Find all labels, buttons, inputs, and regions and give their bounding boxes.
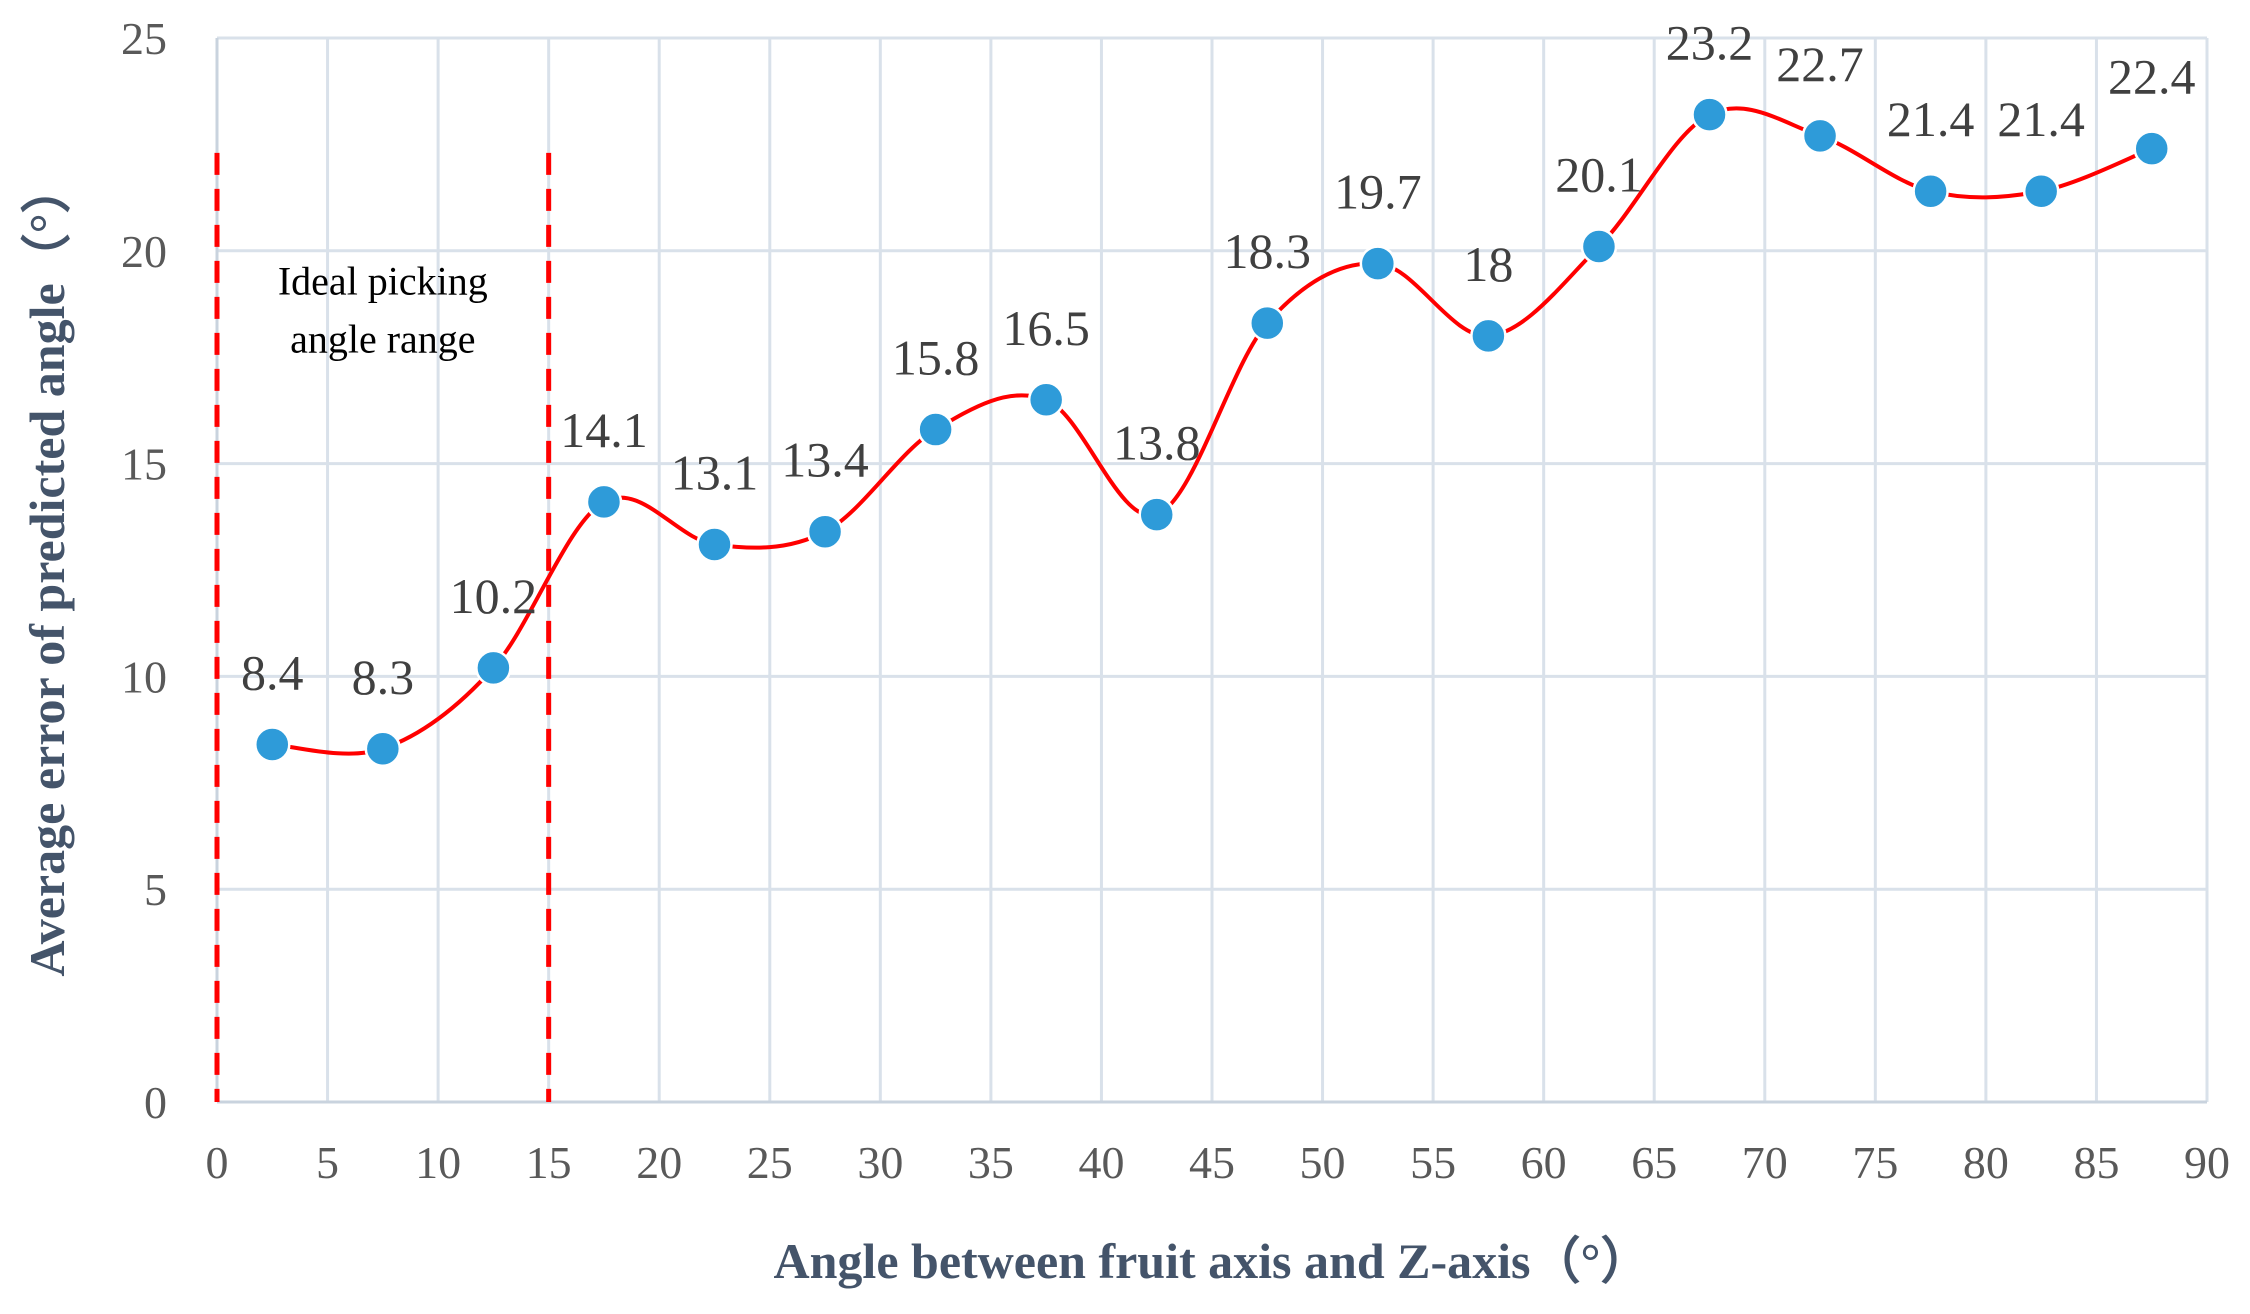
data-label-13: 23.2 [1666,15,1754,71]
reference-lines [214,152,552,1102]
data-labels: 8.4 8.3 10.2 14.1 13.1 13.4 15.8 16.5 13.8 18.3 19… [241,15,2195,705]
x-tick-label-40: 40 [1078,1137,1124,1188]
y-tick-label-25: 25 [121,13,167,64]
y-tick-label-20: 20 [121,226,167,277]
data-point-1 [364,730,402,768]
x-tick-label-30: 30 [857,1137,903,1188]
data-label-4: 13.1 [671,444,759,500]
data-point-6 [917,411,954,448]
annotation: Ideal picking angle range [278,258,488,361]
data-label-12: 20.1 [1555,147,1643,203]
x-tick-label-90: 90 [2184,1137,2230,1188]
x-tick-label-80: 80 [1963,1137,2009,1188]
data-point-3 [585,483,623,521]
data-label-1: 8.3 [352,649,415,705]
x-tick-label-5: 5 [316,1137,339,1188]
annotation-line-ideal: Ideal picking [278,258,488,303]
data-point-0 [254,726,291,763]
data-label-2: 10.2 [450,568,538,624]
x-tick-label-75: 75 [1852,1137,1898,1188]
data-label-0: 8.4 [241,644,304,700]
x-tick-label-55: 55 [1410,1137,1456,1188]
data-point-14 [1801,117,1839,155]
data-label-3: 14.1 [560,402,648,458]
data-label-16: 21.4 [1997,91,2085,147]
data-point-15 [1912,172,1949,210]
y-axis-title: Average error of predicted angle（°） [19,163,75,976]
x-tick-label-85: 85 [2073,1137,2119,1188]
x-tick-label-60: 60 [1521,1137,1567,1188]
data-point-5 [806,513,844,550]
x-axis-title: Angle between fruit axis and Z-axis（°） [774,1233,1651,1289]
x-tick-label-70: 70 [1742,1137,1788,1188]
data-label-5: 13.4 [781,432,869,488]
data-label-8: 13.8 [1113,415,1201,471]
x-tick-label-20: 20 [636,1137,682,1188]
x-tick-label-25: 25 [747,1137,793,1188]
data-label-15: 21.4 [1887,91,1975,147]
data-point-7 [1027,381,1065,419]
tick-labels: 0 5 10 15 20 25 30 35 40 45 50 55 60 65 70 75 80 85 90 0 5 10… [121,13,2230,1188]
data-point-4 [696,526,733,563]
grid [217,36,2209,1102]
data-label-6: 15.8 [892,330,980,386]
data-label-17: 22.4 [2108,49,2196,105]
y-tick-label-5: 5 [144,864,167,915]
y-tick-label-15: 15 [121,439,167,490]
x-tick-label-10: 10 [415,1137,461,1188]
data-point-10 [1359,245,1397,282]
data-label-9: 18.3 [1224,223,1312,279]
data-point-12 [1580,228,1618,265]
annotation-line-range: angle range [290,316,475,361]
data-point-13 [1691,96,1728,133]
x-tick-label-45: 45 [1189,1137,1235,1188]
x-tick-label-50: 50 [1300,1137,1346,1188]
data-label-14: 22.7 [1776,36,1864,92]
data-point-9 [1249,304,1286,342]
data-point-8 [1138,496,1175,533]
data-label-10: 19.7 [1334,164,1422,220]
x-tick-label-15: 15 [526,1137,572,1188]
y-tick-label-0: 0 [144,1077,167,1128]
data-point-11 [1470,317,1507,355]
data-point-17 [2133,130,2170,167]
x-tick-label-0: 0 [206,1137,229,1188]
data-point-16 [2022,172,2060,210]
x-tick-label-65: 65 [1631,1137,1677,1188]
x-tick-label-35: 35 [968,1137,1014,1188]
data-point-2 [475,649,512,687]
data-label-7: 16.5 [1002,300,1090,356]
data-label-11: 18 [1463,236,1513,292]
y-tick-label-10: 10 [121,651,167,702]
data-points [254,96,2170,768]
